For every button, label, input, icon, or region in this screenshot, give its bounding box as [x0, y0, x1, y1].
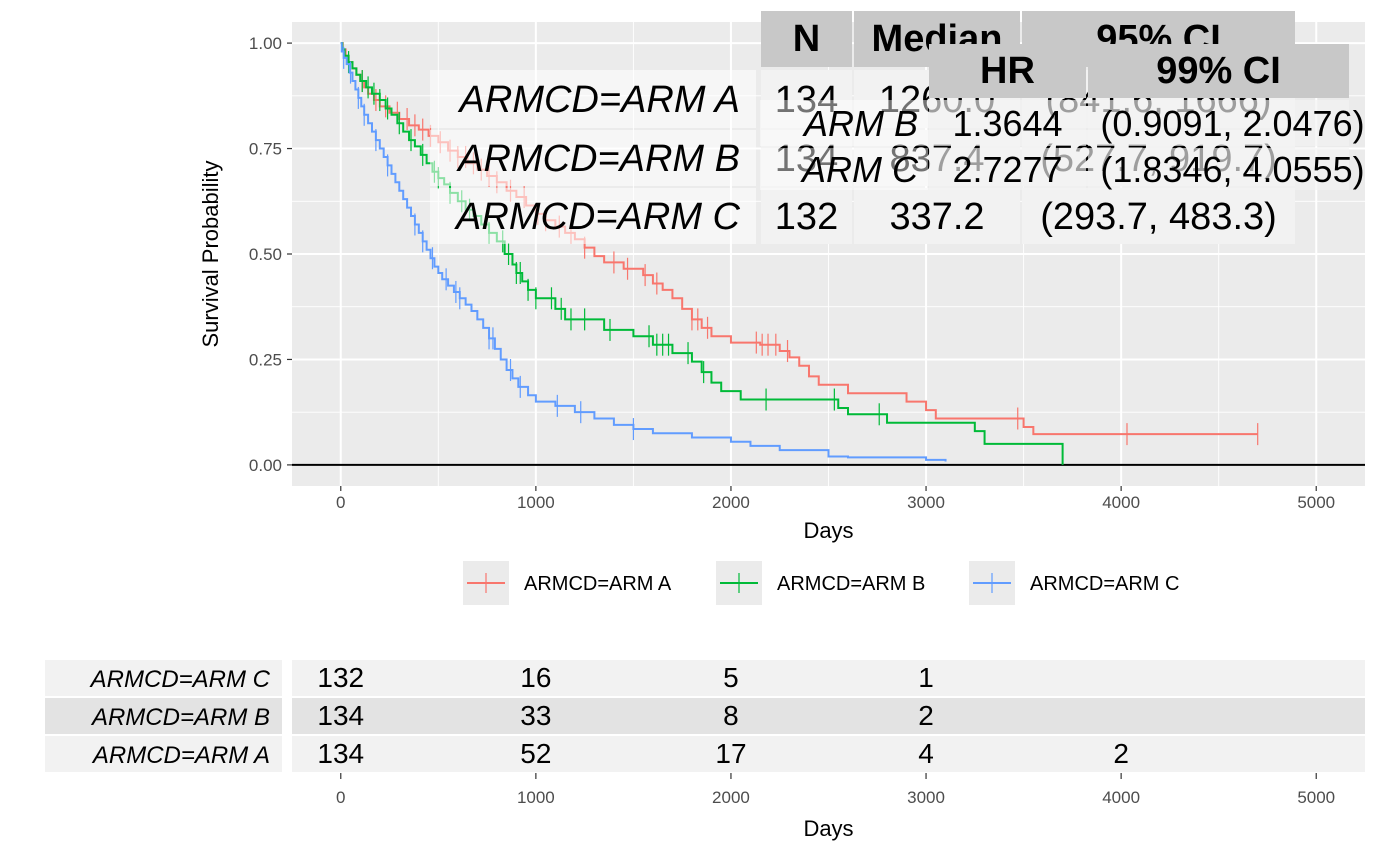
hr-table-header: HR — [980, 50, 1035, 92]
median-table-ci: (293.7, 483.3) — [1040, 196, 1277, 238]
median-table-row-label: ARMCD=ARM C — [454, 196, 741, 238]
median-table-n: 134 — [775, 79, 838, 121]
risk-table-count: 52 — [520, 738, 551, 769]
median-table-row-label: ARMCD=ARM A — [458, 79, 740, 121]
x-tick-label: 5000 — [1297, 493, 1335, 512]
x-axis-title: Days — [803, 518, 853, 543]
y-tick-label: 0.50 — [249, 245, 282, 264]
hr-table-cell — [929, 148, 1086, 190]
risk-x-tick-label: 4000 — [1102, 788, 1140, 807]
risk-table-count: 5 — [723, 662, 739, 693]
risk-table-count: 33 — [520, 700, 551, 731]
median-table-cell — [761, 70, 852, 128]
y-tick-label: 0.75 — [249, 140, 282, 159]
x-tick-label: 2000 — [712, 493, 750, 512]
median-table-label-cell — [430, 130, 756, 186]
hr-table-label-cell — [760, 100, 928, 146]
y-tick-label: 0.00 — [249, 456, 282, 475]
x-tick-label: 0 — [336, 493, 345, 512]
risk-table-count: 8 — [723, 700, 739, 731]
survival-curve-arm-c — [340, 42, 947, 462]
risk-table-row — [292, 660, 1365, 696]
hr-table-hr: 1.3644 — [952, 103, 1062, 144]
risk-table-label-cell — [45, 660, 282, 696]
risk-x-axis-title: Days — [803, 816, 853, 841]
risk-x-tick-label: 5000 — [1297, 788, 1335, 807]
y-tick-label: 0.25 — [249, 350, 282, 369]
risk-table-row-label: ARMCD=ARM A — [91, 742, 270, 769]
median-table-cell — [761, 130, 852, 186]
hr-table-row-label: ARM B — [802, 103, 918, 144]
legend-label: ARMCD=ARM B — [777, 573, 925, 595]
risk-table-count: 16 — [520, 662, 551, 693]
risk-x-tick-label: 3000 — [907, 788, 945, 807]
hr-table-header-cell — [1088, 44, 1349, 98]
hr-table-cell — [1088, 100, 1349, 146]
risk-table-count: 4 — [918, 738, 934, 769]
median-table-header-cell — [761, 11, 852, 67]
risk-table: ARMCD=ARM C 132 16 5 1 ARMCD=ARM B 134 33 8 2 ARMC… — [45, 660, 1365, 841]
risk-table-count: 132 — [317, 662, 364, 693]
y-axis-title: Survival Probability — [198, 160, 223, 347]
median-table-cell — [854, 188, 1020, 244]
median-table-n: 132 — [775, 196, 838, 238]
risk-table-row — [292, 736, 1365, 772]
median-table-row-label: ARMCD=ARM B — [456, 138, 740, 180]
risk-table-count: 134 — [317, 738, 364, 769]
risk-table-row-label: ARMCD=ARM C — [89, 666, 271, 693]
median-table-cell — [761, 188, 852, 244]
risk-table-label-cell — [45, 736, 282, 772]
risk-table-count: 2 — [918, 700, 934, 731]
risk-table-count: 134 — [317, 700, 364, 731]
risk-x-tick-label: 2000 — [712, 788, 750, 807]
median-table-label-cell — [430, 188, 756, 244]
y-tick-label: 1.00 — [249, 34, 282, 53]
median-table-median: 337.2 — [889, 196, 984, 238]
legend: ARMCD=ARM A ARMCD=ARM B ARMCD=ARM C — [463, 561, 1179, 605]
legend-label: ARMCD=ARM C — [1030, 573, 1179, 595]
hr-table-header-cell — [929, 44, 1086, 98]
risk-table-row — [292, 698, 1365, 734]
risk-table-row-label: ARMCD=ARM B — [90, 704, 270, 731]
risk-table-label-cell — [45, 698, 282, 734]
x-tick-label: 1000 — [517, 493, 555, 512]
hr-table-header: 99% CI — [1156, 50, 1281, 92]
median-table-cell — [1022, 188, 1295, 244]
hr-table-cell — [1088, 148, 1349, 190]
hr-table-row-label: ARM C — [800, 149, 919, 190]
median-table-n: 134 — [775, 138, 838, 180]
hr-table-ci: (0.9091, 2.0476) — [1100, 103, 1364, 144]
hr-table-cell — [929, 100, 1086, 146]
hr-table-ci: (1.8346, 4.0555) — [1100, 149, 1364, 190]
median-table-header: N — [793, 18, 820, 60]
risk-x-tick-label: 1000 — [517, 788, 555, 807]
risk-table-count: 1 — [918, 662, 934, 693]
hr-table-hr: 2.7277 — [952, 149, 1062, 190]
median-table-label-cell — [430, 70, 756, 128]
risk-table-count: 2 — [1113, 738, 1129, 769]
risk-table-count: 17 — [715, 738, 746, 769]
legend-label: ARMCD=ARM A — [524, 573, 672, 595]
km-plot: 0 1000 2000 3000 4000 5000 0.00 0.25 0.50 0.75 1.0… — [198, 11, 1365, 543]
hr-table-label-cell — [760, 148, 928, 190]
x-tick-label: 4000 — [1102, 493, 1140, 512]
x-tick-label: 3000 — [907, 493, 945, 512]
risk-x-tick-label: 0 — [336, 788, 345, 807]
